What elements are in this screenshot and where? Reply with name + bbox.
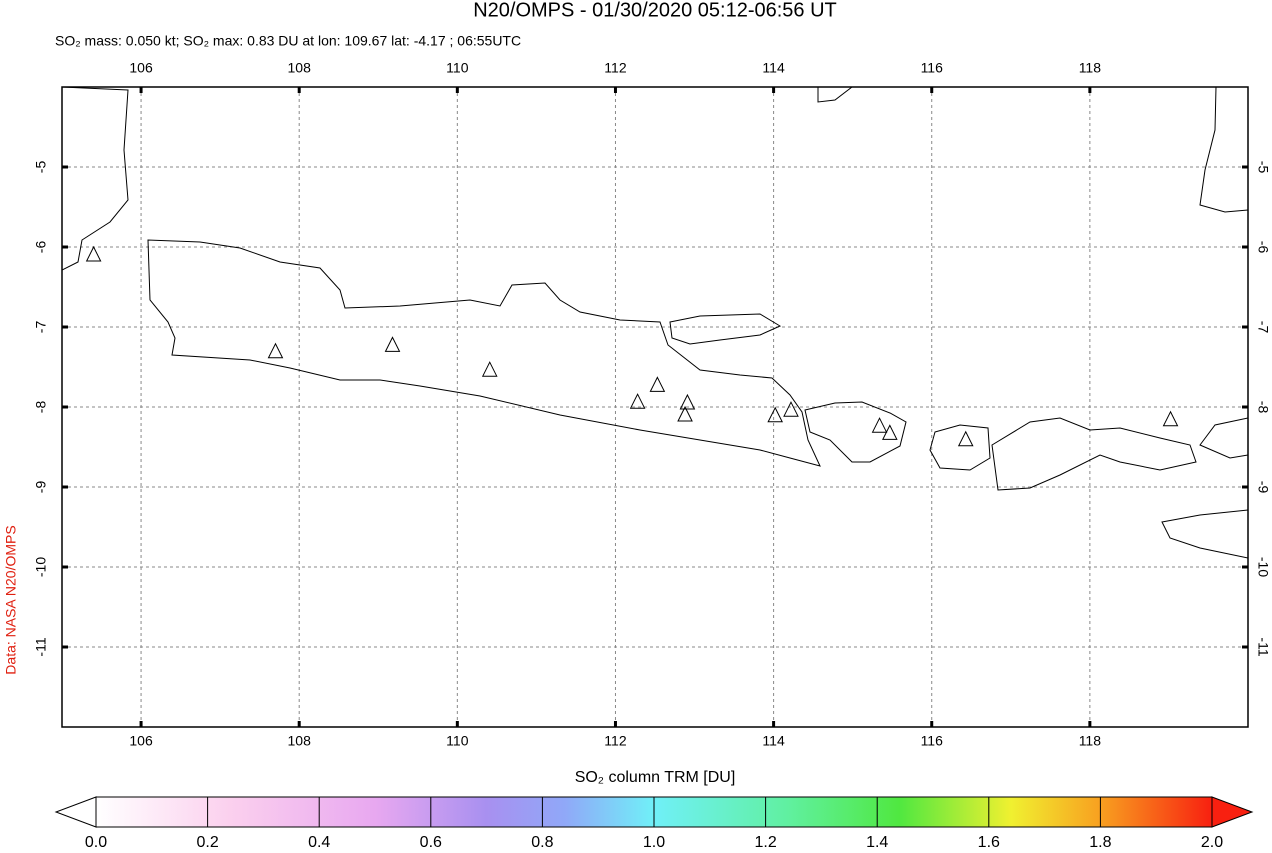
colorbar-tick-label: 0.2: [196, 834, 218, 851]
grid: [62, 87, 1248, 727]
y-tick-label: -7: [33, 321, 49, 334]
coastline-sumbawa: [991, 417, 1197, 491]
coastline-java: [147, 239, 821, 467]
coastline-bali: [804, 401, 907, 463]
colorbar-tick-label: 1.4: [866, 834, 888, 851]
volcano-marker: [267, 342, 284, 359]
y-tick-label: -8: [33, 401, 49, 414]
x-tick-label: 112: [604, 60, 627, 76]
x-tick-label: 116: [921, 60, 944, 76]
x-tick-label: 116: [921, 733, 944, 749]
y-tick-label: -6: [1255, 241, 1271, 254]
plot-area: [62, 87, 1248, 727]
volcano-marker: [629, 393, 646, 409]
y-tick-label: -11: [33, 637, 49, 656]
y-tick-label: -9: [1255, 481, 1271, 494]
y-tick-label: -7: [1255, 321, 1271, 334]
volcano-marker: [649, 376, 666, 392]
y-tick-label: -6: [33, 241, 49, 254]
volcano-marker: [783, 401, 799, 417]
volcano-marker: [1162, 410, 1179, 427]
volcano-marker: [679, 393, 696, 410]
coastline-sumba: [1161, 509, 1248, 559]
x-tick-label: 118: [1079, 60, 1102, 76]
y-tick-label: -8: [1255, 401, 1271, 414]
x-tick-label: 114: [762, 733, 785, 749]
colorbar-low-cap: [54, 796, 97, 828]
x-tick-label: 108: [288, 60, 312, 76]
coastlines: [62, 87, 1248, 559]
x-tick-label: 114: [762, 60, 785, 76]
volcano-marker: [85, 245, 102, 262]
volcanoes: [85, 245, 1179, 447]
volcano-marker: [882, 424, 898, 440]
y-tick-label: -10: [1255, 557, 1271, 577]
x-tick-label: 106: [129, 60, 153, 76]
volcano-marker: [957, 430, 974, 447]
y-tick-label: -11: [1255, 637, 1271, 656]
source-label: Data: NASA N20/OMPS: [3, 525, 19, 674]
chart-title: N20/OMPS - 01/30/2020 05:12-06:56 UT: [473, 0, 837, 21]
y-tick-label: -5: [1255, 161, 1271, 174]
colorbar-tick-label: 0.0: [85, 834, 107, 851]
y-tick-label: -10: [33, 557, 49, 577]
axes: 106 106 108 108 110 110 112 112 114 114 116 116 118 1…: [33, 60, 1272, 749]
colorbar-tick-label: 2.0: [1201, 834, 1223, 851]
colorbar-tick-label: 0.6: [420, 834, 442, 851]
volcano-marker: [871, 417, 888, 433]
coastline-sumatra: [62, 87, 129, 271]
coastline-madura: [669, 313, 782, 345]
y-tick-label: -9: [33, 481, 49, 494]
x-tick-label: 106: [129, 733, 153, 749]
colorbar-label: SO₂ column TRM [DU]: [575, 769, 736, 786]
colorbar-tick-label: 1.8: [1089, 834, 1111, 851]
colorbar-tick-label: 1.0: [643, 834, 665, 851]
subtitle: SO₂ mass: 0.050 kt; SO₂ max: 0.83 DU at …: [55, 33, 521, 49]
x-tick-label: 110: [446, 733, 469, 749]
volcano-marker: [481, 361, 498, 377]
colorbar-tick-label: 0.8: [531, 834, 553, 851]
coastline-sulawesi: [1199, 87, 1248, 213]
colorbar-tick-label: 0.4: [308, 834, 330, 851]
x-tick-label: 118: [1079, 733, 1102, 749]
x-tick-label: 112: [604, 733, 627, 749]
x-tick-label: 108: [288, 733, 312, 749]
colorbar-ticks: 0.0 0.2 0.4 0.6 0.8 1.0 1.2 1.4 1.6 1.8 2.0: [85, 797, 1223, 851]
colorbar-tick-label: 1.2: [754, 834, 776, 851]
volcano-marker: [677, 405, 693, 422]
coastline-flores: [1199, 417, 1248, 459]
colorbar-tick-label: 1.6: [978, 834, 1000, 851]
y-tick-label: -5: [33, 161, 49, 174]
x-tick-label: 110: [446, 60, 469, 76]
colorbar-high-cap: [1211, 796, 1254, 828]
volcano-marker: [767, 406, 783, 423]
volcano-marker: [384, 336, 401, 352]
coastline-lombok: [929, 424, 991, 471]
coastline-borneo: [817, 87, 853, 103]
